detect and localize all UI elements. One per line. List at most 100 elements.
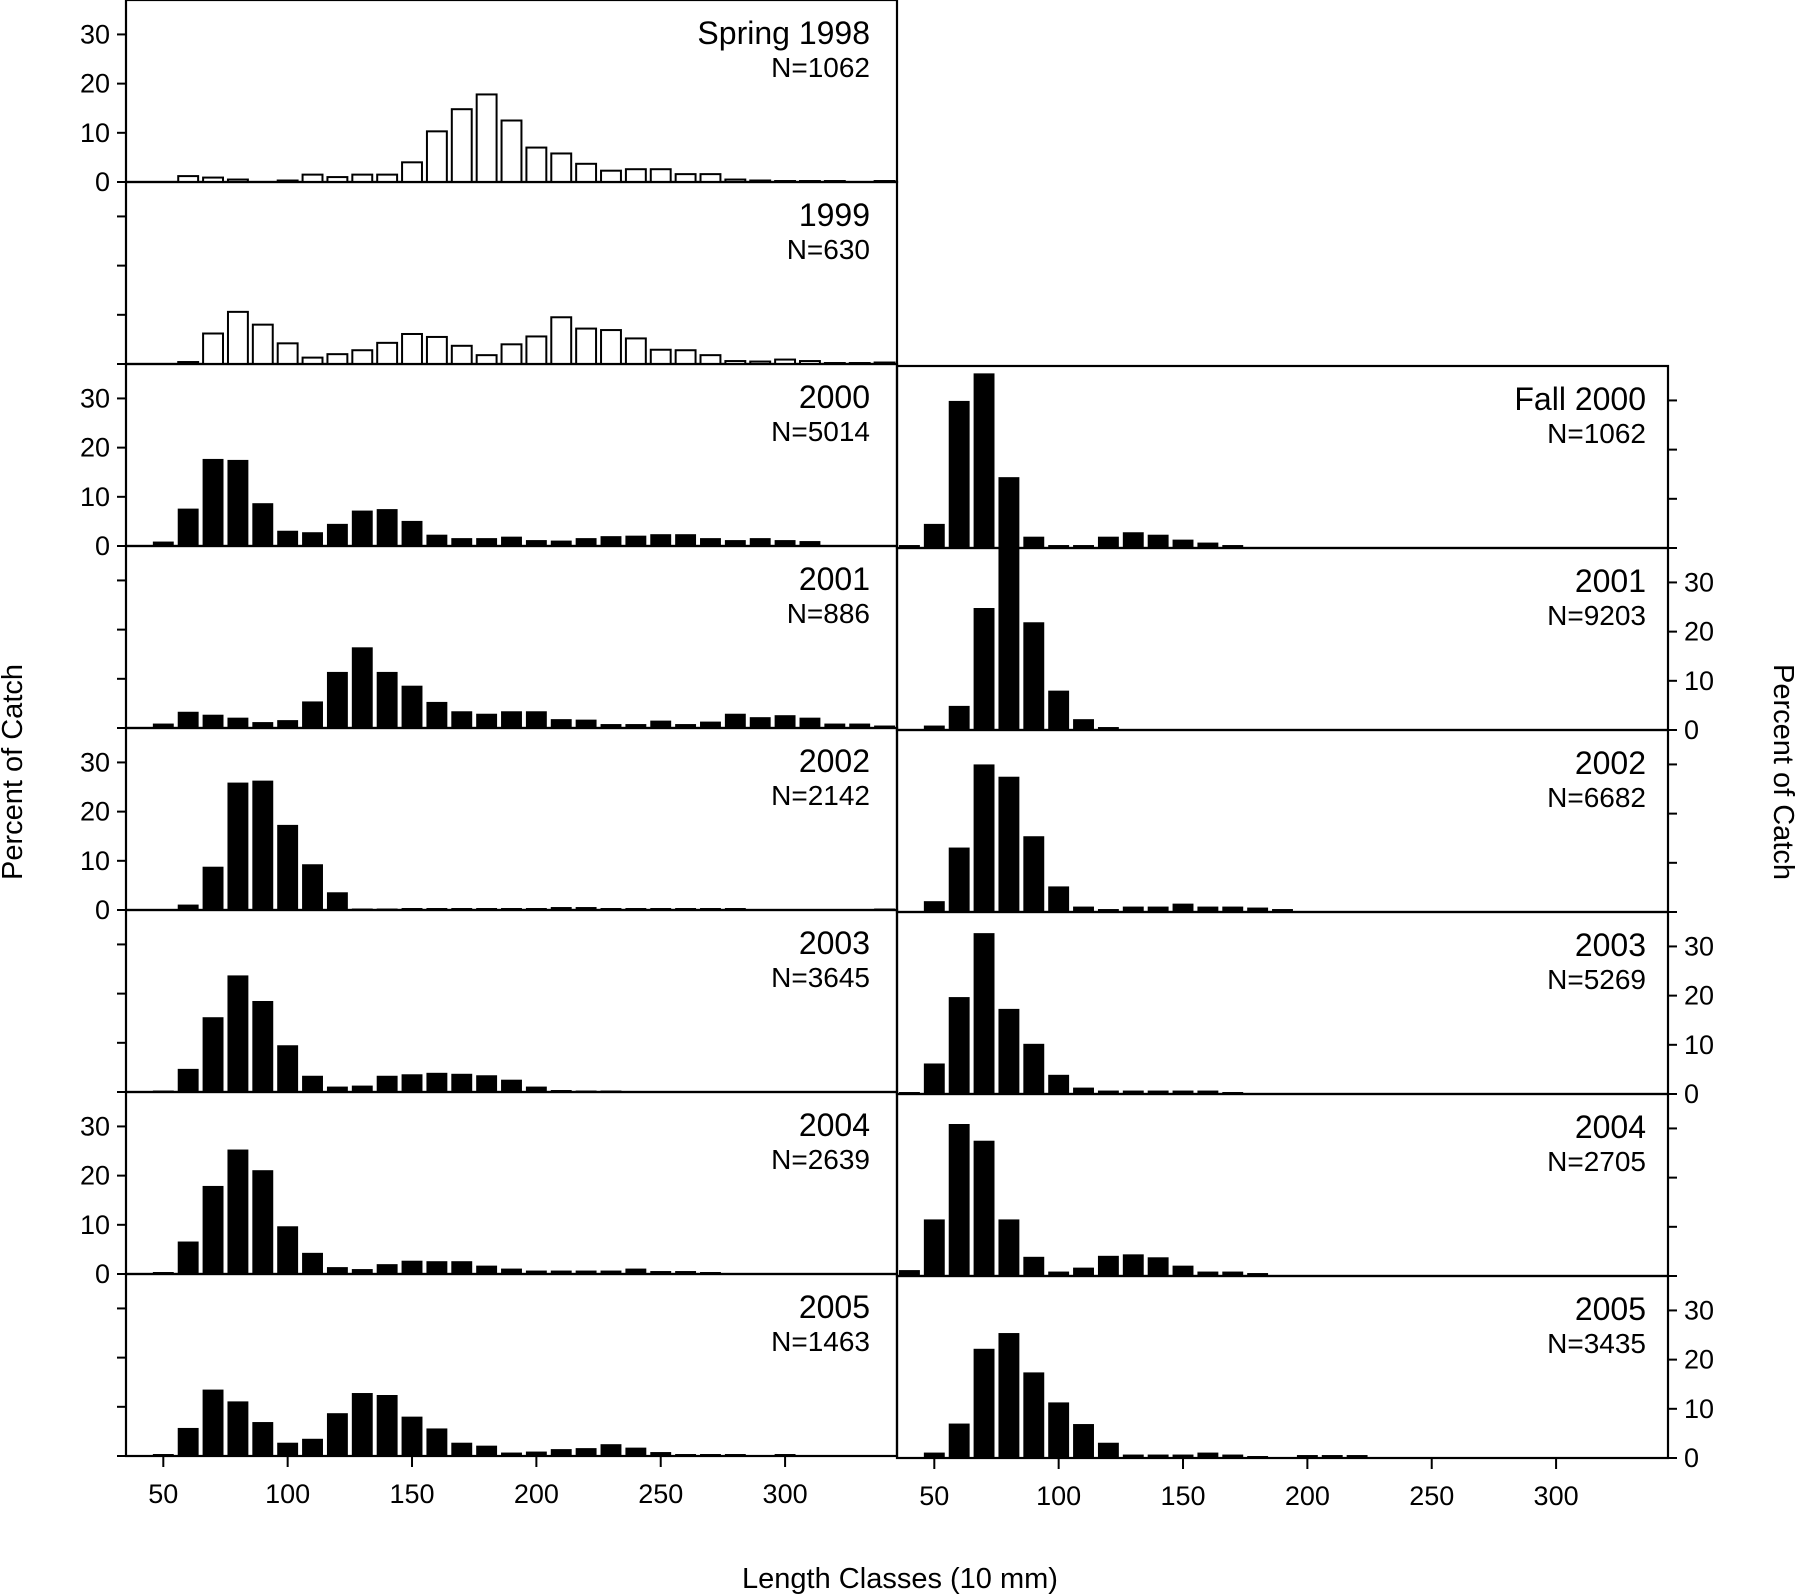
bar [1197,1452,1219,1459]
bar [749,538,771,547]
bar [252,503,274,547]
bar [451,1442,473,1457]
bar [1222,1454,1244,1459]
bar [401,1416,423,1457]
y-tick-label: 30 [1684,931,1714,961]
bar [923,901,945,913]
panel-sample-size: N=3645 [771,962,870,993]
bar [376,341,399,366]
bar [401,685,423,729]
bar [998,1008,1020,1095]
bar [973,764,995,913]
y-tick-label: 0 [95,531,110,561]
bar [600,329,622,365]
bar [326,892,348,911]
bar [277,1442,299,1457]
x-axis-title: Length Classes (10 mm) [742,1563,1058,1594]
panel-frame [124,544,899,730]
bar [277,1226,299,1275]
bar [451,1073,473,1093]
panel-title: 2000 [799,379,870,415]
bar [600,536,622,547]
bar [1048,1402,1070,1459]
bar [425,130,448,183]
bar [326,671,348,729]
bar [227,1149,249,1275]
bar [1172,539,1194,549]
bar [674,173,697,184]
bar [302,864,323,911]
bar [1048,690,1070,731]
bar [1122,1454,1144,1459]
x-tick-label: 150 [389,1479,434,1509]
bar [451,538,473,547]
bar [401,161,423,184]
y-tick-label: 30 [1684,567,1714,597]
bar [525,711,547,729]
bar [525,146,548,184]
bar [277,824,299,911]
bar [476,1075,498,1093]
bar [177,711,199,729]
y-tick-label: 0 [1684,715,1699,745]
x-tick-label: 300 [1534,1481,1579,1511]
bar [351,349,374,366]
bar [1097,536,1119,549]
bar [276,342,299,365]
panel-title: 1999 [799,197,870,233]
bar [202,458,224,547]
x-tick-label: 50 [919,1481,949,1511]
bar [550,719,572,729]
bar [277,1045,299,1093]
bar [973,1348,995,1459]
x-tick-label: 300 [763,1479,808,1509]
bar [675,534,697,547]
bar [376,1075,398,1093]
bar [302,1075,323,1093]
bar [202,714,224,729]
panel-sample-size: N=6682 [1547,782,1646,813]
y-tick-label: 20 [1684,1345,1714,1375]
x-axis-spring: 50 100 150 200 250 300 [148,1456,808,1509]
bar [1147,1454,1169,1459]
bar [252,780,274,911]
panel-sample-size: N=1062 [771,52,870,83]
bar [700,1454,721,1457]
bar [649,348,672,365]
x-tick-label: 100 [265,1479,310,1509]
bar [401,1260,423,1275]
bar [401,332,423,365]
y-tick-label: 20 [1684,981,1714,1011]
panel-title: 2001 [799,561,870,597]
bar [774,1454,796,1457]
bar [948,705,970,731]
bar [948,1423,970,1459]
bar [1296,1455,1318,1459]
bar [501,1452,522,1457]
bar [177,1427,199,1457]
x-tick-label: 50 [148,1479,178,1509]
y-tick-label: 30 [80,19,110,49]
bar [202,866,224,911]
y-tick-label: 30 [80,1111,110,1141]
bar [1247,1456,1269,1459]
bar [1073,719,1094,731]
bar [351,173,374,183]
panel-title: 2004 [1575,1109,1646,1145]
bar [525,1451,547,1457]
bar [624,168,647,184]
bar [1023,536,1045,549]
bar [177,508,199,547]
bar [649,168,672,184]
bar [227,975,249,1093]
bar [152,1454,174,1457]
bar [675,1454,697,1457]
panel-title: 2004 [799,1107,870,1143]
bar [724,713,746,729]
bar [1023,836,1045,913]
